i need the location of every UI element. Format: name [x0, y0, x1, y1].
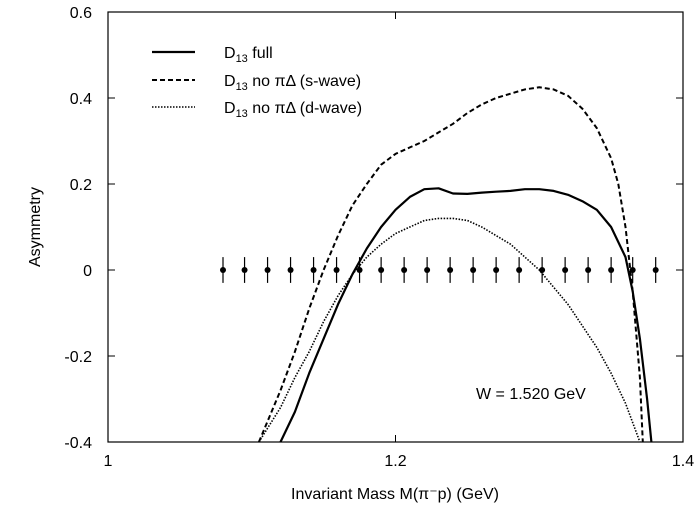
data-point	[562, 267, 569, 273]
series-line-dotted	[258, 217, 641, 442]
data-point	[424, 267, 431, 273]
series-line-dashed	[257, 86, 644, 442]
data-point	[539, 267, 546, 273]
y-tick-label: -0.2	[64, 349, 92, 366]
x-tick-label: 1	[104, 453, 113, 470]
axis-ticks: 1 1.2 1.4 -0.4 -0.2 0 0.2 0.4 0.6	[64, 5, 694, 470]
series-line-solid	[279, 187, 653, 442]
plot-frame	[107, 11, 684, 443]
data-point	[356, 267, 363, 273]
data-point	[608, 267, 615, 273]
data-point	[493, 267, 500, 273]
series-curves	[257, 86, 653, 442]
data-point	[241, 267, 248, 273]
data-point	[447, 267, 454, 273]
data-point	[310, 267, 317, 273]
legend-label: D13 no πΔ (s-wave)	[224, 73, 361, 93]
energy-annotation: W = 1.520 GeV	[476, 386, 586, 403]
data-point	[629, 267, 636, 273]
data-point	[378, 267, 385, 273]
data-points	[220, 257, 659, 283]
x-tick-label: 1.2	[384, 453, 406, 470]
x-axis-label: Invariant Mass M(π⁻p) (GeV)	[291, 486, 499, 503]
legend-label: D13 full	[224, 45, 273, 65]
y-tick-label: -0.4	[64, 435, 92, 452]
data-point	[287, 267, 294, 273]
y-tick-label: 0	[83, 263, 92, 280]
data-point	[585, 267, 592, 273]
x-tick-label: 1.4	[672, 453, 694, 470]
y-tick-label: 0.6	[70, 5, 92, 22]
data-point	[401, 267, 408, 273]
data-point	[652, 267, 659, 273]
y-tick-label: 0.2	[70, 177, 92, 194]
legend: D13 full D13 no πΔ (s-wave) D13 no πΔ (d-w…	[152, 45, 362, 120]
data-point	[264, 267, 271, 273]
y-tick-label: 0.4	[70, 91, 92, 108]
data-point	[220, 267, 226, 273]
y-axis-label: Asymmetry	[27, 187, 44, 267]
data-point	[516, 267, 523, 273]
legend-label: D13 no πΔ (d-wave)	[224, 100, 362, 120]
data-point	[470, 267, 477, 273]
data-point	[333, 267, 340, 273]
